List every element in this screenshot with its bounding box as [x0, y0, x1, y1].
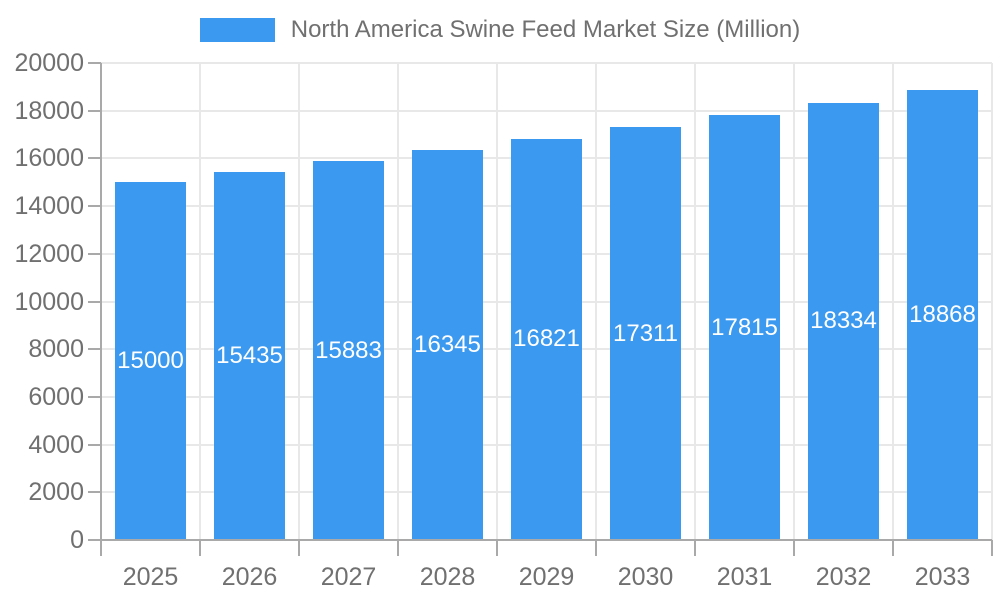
y-tick-label: 8000: [28, 335, 84, 364]
x-gridline: [892, 63, 894, 540]
x-gridline: [496, 63, 498, 540]
x-gridline: [595, 63, 597, 540]
x-gridline: [199, 63, 201, 540]
bar-2033[interactable]: [907, 89, 978, 540]
legend-label: North America Swine Feed Market Size (Mi…: [290, 16, 801, 43]
y-tick-label: 16000: [14, 144, 84, 173]
x-tick-label: 2026: [221, 563, 278, 591]
x-tick-label: 2025: [122, 563, 179, 591]
x-tick-mark: [100, 540, 102, 556]
x-gridline: [694, 63, 696, 540]
y-tick-label: 6000: [28, 382, 84, 411]
x-gridline: [793, 63, 795, 540]
y-tick-mark: [88, 443, 101, 446]
x-tick-mark: [793, 540, 795, 556]
bar-2032[interactable]: [808, 102, 879, 540]
x-tick-label: 2028: [419, 563, 476, 591]
bar-2030[interactable]: [610, 127, 681, 540]
x-tick-mark: [694, 540, 696, 556]
x-axis-line: [101, 539, 992, 541]
x-tick-label: 2027: [320, 563, 377, 591]
bar-2029[interactable]: [511, 138, 582, 540]
y-tick-mark: [88, 205, 101, 208]
y-tick-label: 10000: [14, 287, 84, 316]
y-tick-mark: [88, 348, 101, 351]
y-tick-label: 2000: [28, 478, 84, 507]
bar-2025[interactable]: [115, 182, 186, 540]
x-tick-mark: [991, 540, 993, 556]
y-tick-mark: [88, 157, 101, 160]
y-tick-mark: [88, 491, 101, 494]
y-tick-label: 20000: [14, 49, 84, 77]
bar-2031[interactable]: [709, 115, 780, 540]
y-tick-label: 4000: [28, 430, 84, 459]
y-tick-label: 0: [70, 526, 84, 554]
x-tick-label: 2033: [914, 563, 971, 591]
y-tick-label: 14000: [14, 192, 84, 221]
x-tick-label: 2032: [815, 563, 872, 591]
x-tick-mark: [496, 540, 498, 556]
x-tick-mark: [595, 540, 597, 556]
x-tick-mark: [298, 540, 300, 556]
x-tick-label: 2030: [617, 563, 674, 591]
x-tick-label: 2031: [716, 563, 773, 591]
x-tick-mark: [397, 540, 399, 556]
x-gridline: [991, 63, 993, 540]
chart-legend[interactable]: North America Swine Feed Market Size (Mi…: [0, 16, 1000, 44]
legend-swatch: [199, 18, 275, 42]
y-tick-mark: [88, 109, 101, 112]
y-tick-mark: [88, 539, 101, 541]
y-tick-mark: [88, 395, 101, 398]
y-tick-mark: [88, 300, 101, 303]
x-tick-label: 2029: [518, 563, 575, 591]
bar-2027[interactable]: [313, 161, 384, 540]
y-tick-mark: [88, 62, 101, 64]
x-gridline: [397, 63, 399, 540]
y-tick-label: 12000: [14, 239, 84, 268]
x-tick-mark: [892, 540, 894, 556]
x-tick-mark: [199, 540, 201, 556]
y-gridline: [101, 62, 992, 64]
y-axis-line: [100, 63, 102, 540]
bar-2026[interactable]: [214, 171, 285, 540]
x-gridline: [298, 63, 300, 540]
y-tick-label: 18000: [14, 96, 84, 125]
bar-2028[interactable]: [412, 150, 483, 540]
y-gridline: [101, 109, 992, 112]
y-tick-mark: [88, 252, 101, 255]
